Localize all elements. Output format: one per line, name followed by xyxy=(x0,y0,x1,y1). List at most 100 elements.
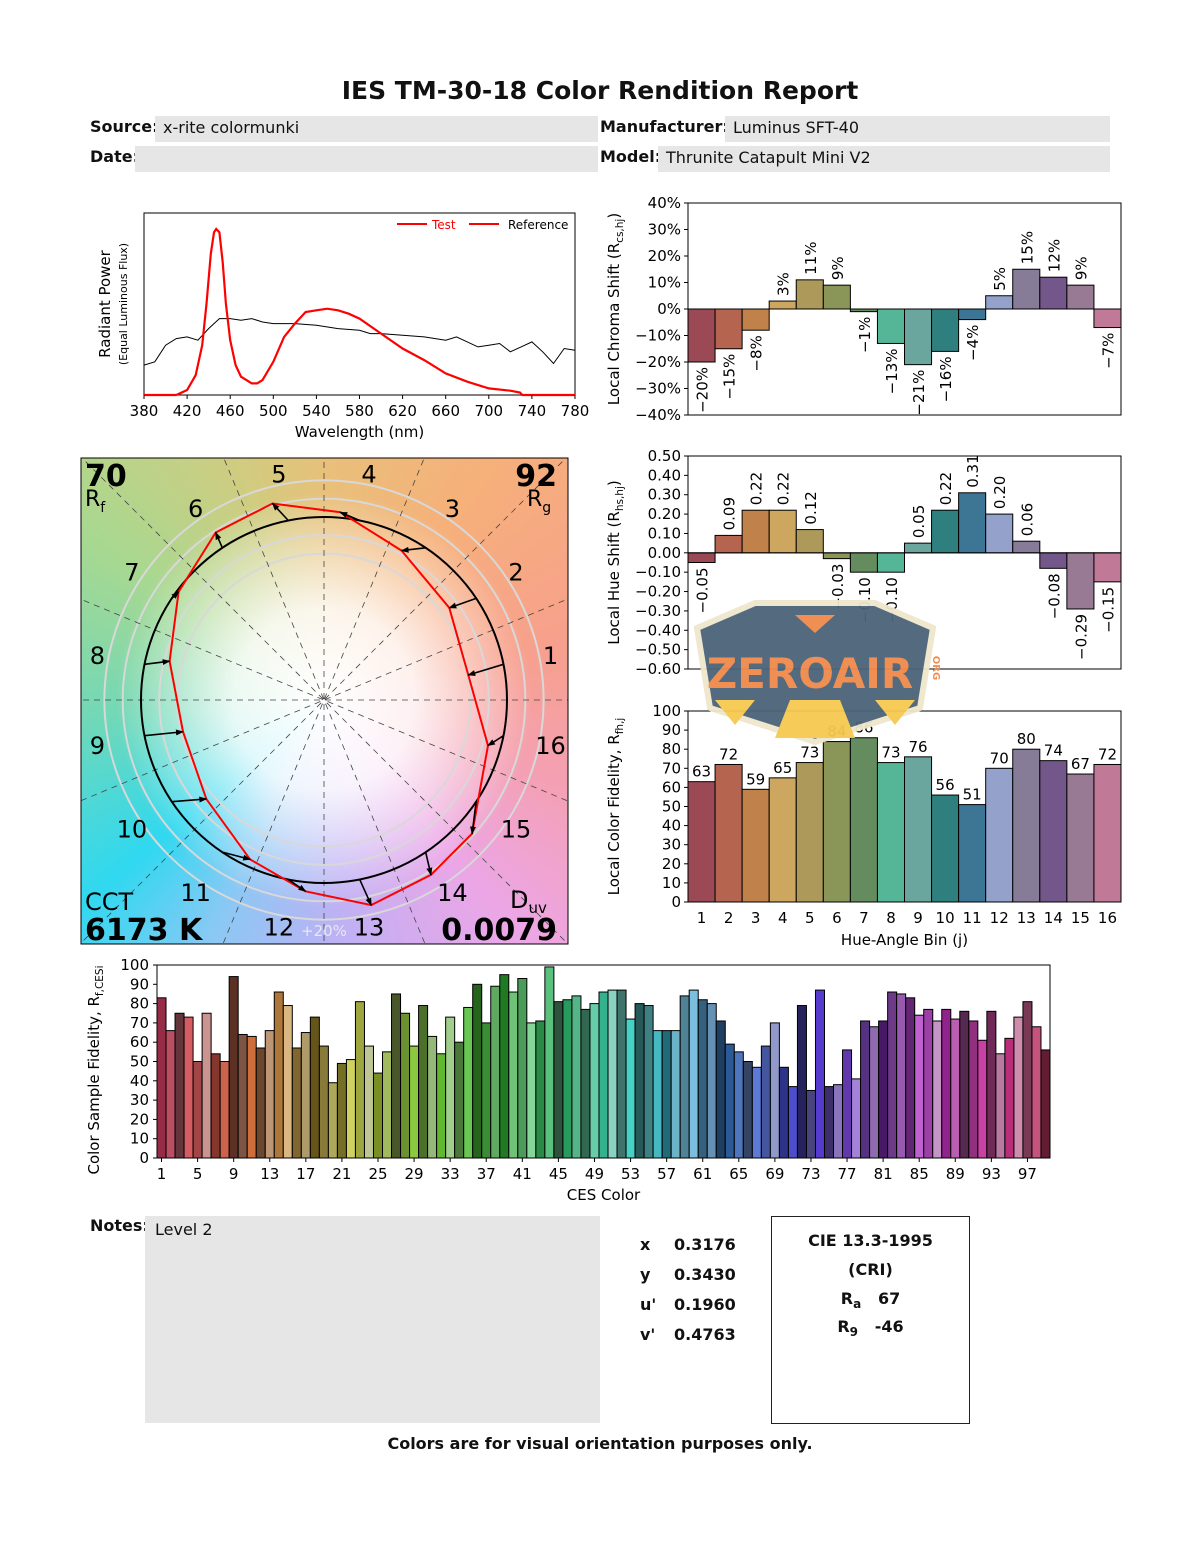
ces-bar-15 xyxy=(282,1005,293,1159)
bar-value-label: 63 xyxy=(692,763,711,781)
bar-bin-12 xyxy=(985,295,1014,310)
ces-bar-48 xyxy=(580,1008,591,1159)
ces-bar-35 xyxy=(463,1006,474,1159)
bar-bin-11 xyxy=(958,308,987,321)
ces-bar-10 xyxy=(237,1033,248,1159)
ces-bar-82 xyxy=(887,991,898,1159)
y-tick-label: 60 xyxy=(662,778,681,796)
bar-bin-15 xyxy=(1066,284,1095,310)
y-axis-label: Color Sample Fidelity, Rf,CESi xyxy=(85,965,106,1174)
y-tick-label: 10% xyxy=(648,274,681,292)
bar-bin-6 xyxy=(822,552,851,560)
bar-bin-13 xyxy=(1012,268,1041,310)
bin-boundary-line xyxy=(83,459,565,941)
ces-bar-27 xyxy=(391,993,402,1159)
bar-bin-7 xyxy=(849,552,878,573)
chromaticity-x: x 0.3176 xyxy=(640,1235,736,1254)
y-tick-label: 70 xyxy=(662,759,681,777)
bin-boundary-line xyxy=(223,458,426,944)
scale-label: +20% xyxy=(301,922,347,940)
ces-bar-18 xyxy=(309,1016,320,1159)
ces-bar-14 xyxy=(273,991,284,1159)
bar-value-label: 51 xyxy=(963,786,982,804)
axis-label-text: Local Hue Shift (R xyxy=(605,511,623,645)
bar-value-label: 76 xyxy=(908,738,927,756)
y-tick-label: 0% xyxy=(657,300,681,318)
cri-title: CIE 13.3-1995 xyxy=(808,1231,933,1250)
axis-label-subscript: hs,hj xyxy=(614,486,626,511)
bar-bin-1 xyxy=(687,308,716,363)
ces-bar-95 xyxy=(1004,1037,1015,1159)
bin-label: 2 xyxy=(508,559,523,587)
bar-bin-5 xyxy=(795,762,824,903)
y-tick-label: −40% xyxy=(635,406,681,424)
report-title: IES TM-30-18 Color Rendition Report xyxy=(341,76,859,105)
bar-bin-13 xyxy=(1012,748,1041,903)
x-tick-label: 25 xyxy=(368,1165,387,1183)
ces-bar-97 xyxy=(1022,1001,1033,1159)
shift-arrow-bin-2 xyxy=(448,597,477,609)
ces-bar-12 xyxy=(255,1047,266,1159)
ces-bar-51 xyxy=(607,989,618,1159)
x-axis-label: Hue-Angle Bin (j) xyxy=(841,931,968,949)
bin-boundary-line xyxy=(83,459,565,941)
bar-bin-10 xyxy=(931,308,960,352)
ces-bar-71 xyxy=(787,1086,798,1159)
bar-bin-14 xyxy=(1039,276,1068,310)
rg-label-subscript: g xyxy=(542,500,551,516)
x-tick-label: 6 xyxy=(832,909,842,927)
ces-bar-81 xyxy=(878,1020,889,1159)
ces-bar-58 xyxy=(670,1030,681,1159)
bar-bin-1 xyxy=(687,552,716,563)
bar-value-label: −16% xyxy=(937,356,955,402)
bar-bin-2 xyxy=(714,763,743,903)
bar-bin-14 xyxy=(1039,760,1068,903)
bin-label: 6 xyxy=(188,495,203,523)
ces-bar-52 xyxy=(616,989,627,1159)
bin-label: 5 xyxy=(271,460,286,488)
shift-arrow-bin-7 xyxy=(171,591,180,599)
y-tick-label: 20 xyxy=(130,1110,149,1128)
x-tick-label: 17 xyxy=(296,1165,315,1183)
bar-bin-3 xyxy=(741,509,770,554)
y-tick-label: 100 xyxy=(120,956,149,974)
ces-bar-38 xyxy=(490,985,501,1159)
axis-label-text: Color Sample Fidelity, R xyxy=(85,996,103,1174)
ces-bar-80 xyxy=(869,1026,880,1159)
bar-value-label: 67 xyxy=(1071,755,1090,773)
ces-bar-68 xyxy=(760,1045,771,1159)
x-tick-label: 85 xyxy=(910,1165,929,1183)
y-tick-label: 0 xyxy=(139,1149,149,1167)
y-tick-label: 40% xyxy=(648,194,681,212)
manufacturer-label: Manufacturer: xyxy=(600,117,729,136)
bar-value-label: 0.22 xyxy=(775,472,793,505)
ces-bar-57 xyxy=(661,1030,672,1159)
axis-label-text: ) xyxy=(605,480,623,486)
shift-arrow-bin-8 xyxy=(144,659,171,666)
bar-value-label: 0.12 xyxy=(802,491,820,524)
x-tick-label: 5 xyxy=(193,1165,203,1183)
x-tick-label: 41 xyxy=(513,1165,532,1183)
x-tick-label: 740 xyxy=(518,402,547,420)
ces-bar-79 xyxy=(860,1020,871,1159)
cct-label: CCT xyxy=(85,888,134,916)
ces-bar-98 xyxy=(1031,1026,1042,1159)
chromaticity-u-prime: u' 0.1960 xyxy=(640,1295,736,1314)
cri-ra: Ra 67 xyxy=(840,1289,901,1312)
ces-bar-11 xyxy=(246,1035,257,1159)
bar-value-label: 73 xyxy=(881,744,900,762)
spectrum-series-test xyxy=(144,227,575,397)
rg-label: Rg xyxy=(527,487,551,516)
ces-bar-37 xyxy=(481,1022,492,1159)
duv-label-subscript: uv xyxy=(528,899,547,917)
shift-arrow-bin-5 xyxy=(271,502,289,522)
bar-bin-5 xyxy=(795,529,824,554)
ces-bar-46 xyxy=(562,999,573,1159)
duv-label-text: D xyxy=(510,886,528,914)
ces-bar-24 xyxy=(363,1045,374,1159)
shift-arrow-bin-12 xyxy=(287,878,307,892)
ces-bar-59 xyxy=(679,995,690,1159)
ces-bar-8 xyxy=(219,1061,230,1159)
ces-bar-23 xyxy=(354,1001,365,1159)
bin-label: 9 xyxy=(90,732,105,760)
